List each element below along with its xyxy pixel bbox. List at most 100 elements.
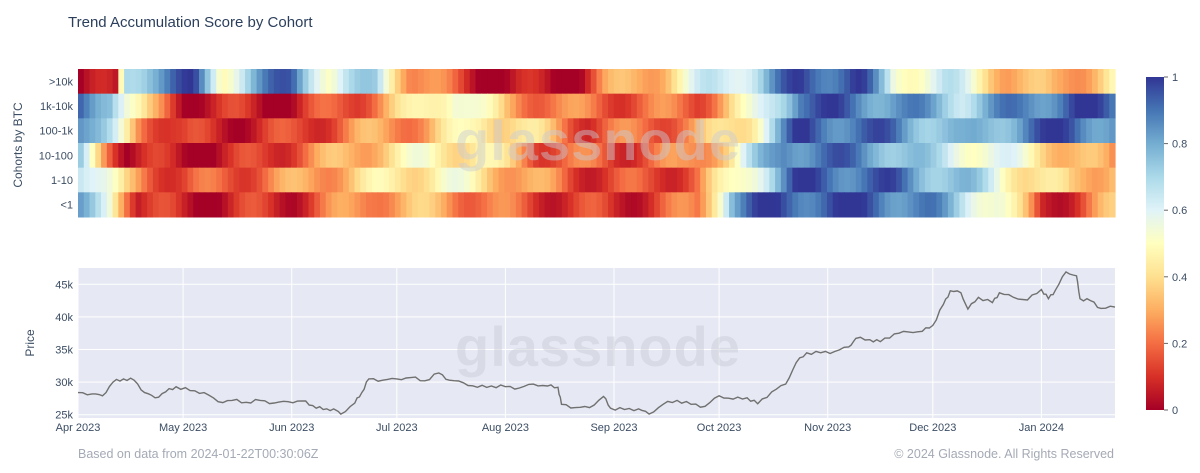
heatmap-cell: [999, 69, 1007, 95]
heatmap-cell: [982, 69, 989, 95]
heatmap-cell: [383, 69, 390, 95]
heatmap-cell: [1080, 118, 1087, 144]
heatmap-cell: [1097, 143, 1105, 169]
heatmap-cell: [711, 167, 719, 193]
heatmap-cell: [1011, 143, 1018, 169]
heatmap-cell: [308, 167, 315, 193]
heatmap-cell: [613, 69, 621, 95]
heatmap-cell: [198, 167, 206, 193]
heatmap-cell: [118, 192, 125, 218]
heatmap-cell: [723, 93, 730, 119]
heatmap-cell: [314, 167, 321, 193]
heatmap-cell: [1017, 143, 1024, 169]
heatmap-cell: [1040, 69, 1047, 95]
heatmap-cell: [475, 118, 482, 144]
heatmap-cell: [417, 167, 425, 193]
heatmap-cell: [152, 143, 160, 169]
heatmap-cell: [521, 93, 528, 119]
heatmap-cell: [596, 93, 603, 119]
heatmap-cell: [227, 69, 235, 95]
heatmap-cell: [677, 93, 684, 119]
heatmap-cell: [873, 167, 880, 193]
heatmap-cell: [481, 167, 488, 193]
heatmap-cell: [976, 143, 984, 169]
heatmap-cell: [1045, 143, 1053, 169]
heatmap-cell: [1091, 93, 1099, 119]
heatmap-cell: [429, 192, 436, 218]
heatmap-cell: [924, 93, 932, 119]
heatmap-cell: [181, 167, 189, 193]
heatmap-cell: [452, 167, 459, 193]
heatmap-cell: [475, 93, 482, 119]
heatmap-cell: [1097, 192, 1105, 218]
heatmap-cell: [947, 93, 955, 119]
heatmap-cell: [193, 118, 200, 144]
heatmap-cell: [792, 118, 799, 144]
heatmap-cell: [567, 93, 575, 119]
heatmap-cell: [279, 192, 286, 218]
heatmap-cell: [832, 167, 840, 193]
heatmap-cell: [815, 93, 822, 119]
heatmap-cell: [924, 167, 932, 193]
heatmap-cell: [976, 167, 984, 193]
heatmap-cell: [112, 167, 119, 193]
heatmap-cell: [89, 69, 96, 95]
heatmap-cell: [170, 69, 177, 95]
heatmap-cell: [1068, 69, 1076, 95]
heatmap-cell: [659, 118, 667, 144]
heatmap-cell: [809, 118, 817, 144]
heatmap-cell: [579, 118, 586, 144]
heatmap-cell: [273, 167, 281, 193]
heatmap-cell: [1080, 143, 1087, 169]
heatmap-cell: [896, 192, 903, 218]
heatmap-cell: [659, 192, 667, 218]
heatmap-cell: [1109, 167, 1116, 193]
heatmap-cell: [999, 118, 1007, 144]
heatmap-cell: [423, 167, 431, 193]
heatmap-cell: [452, 192, 459, 218]
heatmap-cell: [798, 167, 805, 193]
heatmap-cell: [849, 143, 857, 169]
heatmap-cell: [245, 69, 252, 95]
heatmap-cell: [463, 192, 471, 218]
heatmap-cell: [170, 93, 177, 119]
heatmap-cell: [1091, 118, 1099, 144]
heatmap-cell: [821, 143, 828, 169]
heatmap-cell: [613, 143, 621, 169]
heatmap-cell: [855, 93, 863, 119]
heatmap-cell: [613, 93, 621, 119]
heatmap-cell: [198, 192, 206, 218]
heatmap-cell: [953, 69, 961, 95]
heatmap-cell: [1068, 93, 1076, 119]
heatmap-cell: [838, 118, 845, 144]
heatmap-cell: [688, 167, 696, 193]
heatmap-cell: [533, 93, 540, 119]
heatmap-cell: [504, 143, 511, 169]
heatmap-cell: [158, 167, 166, 193]
heatmap-cell: [187, 69, 194, 95]
heatmap-cell: [803, 93, 811, 119]
heatmap-cell: [527, 93, 534, 119]
heatmap-cell: [366, 192, 373, 218]
heatmap-cell: [95, 93, 102, 119]
heatmap-cell: [631, 69, 638, 95]
heatmap-cell: [590, 69, 598, 95]
heatmap-cell: [124, 69, 131, 95]
heatmap-cell: [602, 118, 609, 144]
heatmap-cell: [642, 93, 649, 119]
heatmap-cell: [919, 192, 926, 218]
heatmap-cell: [394, 167, 402, 193]
heatmap-cell: [394, 118, 402, 144]
heatmap-cell: [913, 69, 920, 95]
heatmap-cell: [930, 167, 937, 193]
heatmap-cell: [256, 69, 263, 95]
heatmap-cell: [867, 143, 874, 169]
heatmap-cell: [285, 93, 292, 119]
heatmap-cell: [279, 93, 286, 119]
heatmap-cell: [124, 143, 131, 169]
heatmap-cell: [1011, 118, 1018, 144]
heatmap-cell: [435, 118, 442, 144]
heatmap-cell: [838, 69, 845, 95]
heatmap-cell: [803, 69, 811, 95]
heatmap-cell: [688, 93, 696, 119]
